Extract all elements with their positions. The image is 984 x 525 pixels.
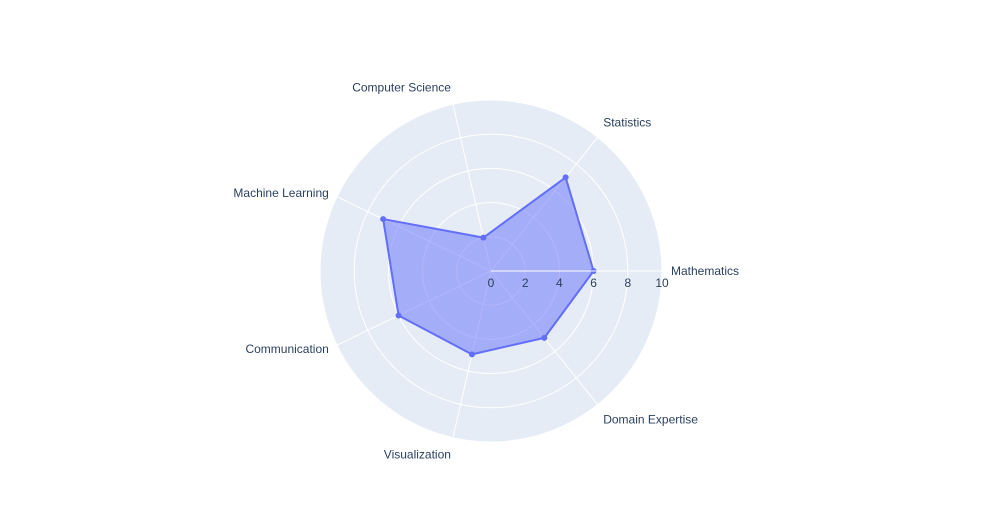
series-point <box>395 312 402 319</box>
angular-axis-label: Statistics <box>603 115 651 129</box>
radial-tick-label: 8 <box>624 276 631 290</box>
series-area <box>382 176 595 356</box>
radial-tick-label: 6 <box>590 276 597 290</box>
angular-axis-label: Communication <box>245 342 328 356</box>
angular-axis-label: Computer Science <box>352 81 451 95</box>
radial-tick-label: 10 <box>655 276 669 290</box>
radial-axis: 0 2 4 6 8 10 <box>488 270 669 290</box>
series-point <box>541 334 548 341</box>
angular-axis-label: Visualization <box>384 447 451 461</box>
angular-axis-label: Machine Learning <box>233 186 328 200</box>
radial-tick-label: 2 <box>522 276 529 290</box>
series-point <box>380 216 387 223</box>
radial-tick-label: 0 <box>488 276 495 290</box>
series-point <box>468 351 475 358</box>
angular-axis-label: Domain Expertise <box>603 413 698 427</box>
angular-axis-label: Mathematics <box>671 264 739 278</box>
series-point <box>480 234 487 241</box>
series-point <box>562 174 569 181</box>
angular-axis-labels: Mathematics Statistics Computer Science Mac… <box>233 81 739 462</box>
radial-tick-label: 4 <box>556 276 563 290</box>
series-layer <box>380 174 597 358</box>
